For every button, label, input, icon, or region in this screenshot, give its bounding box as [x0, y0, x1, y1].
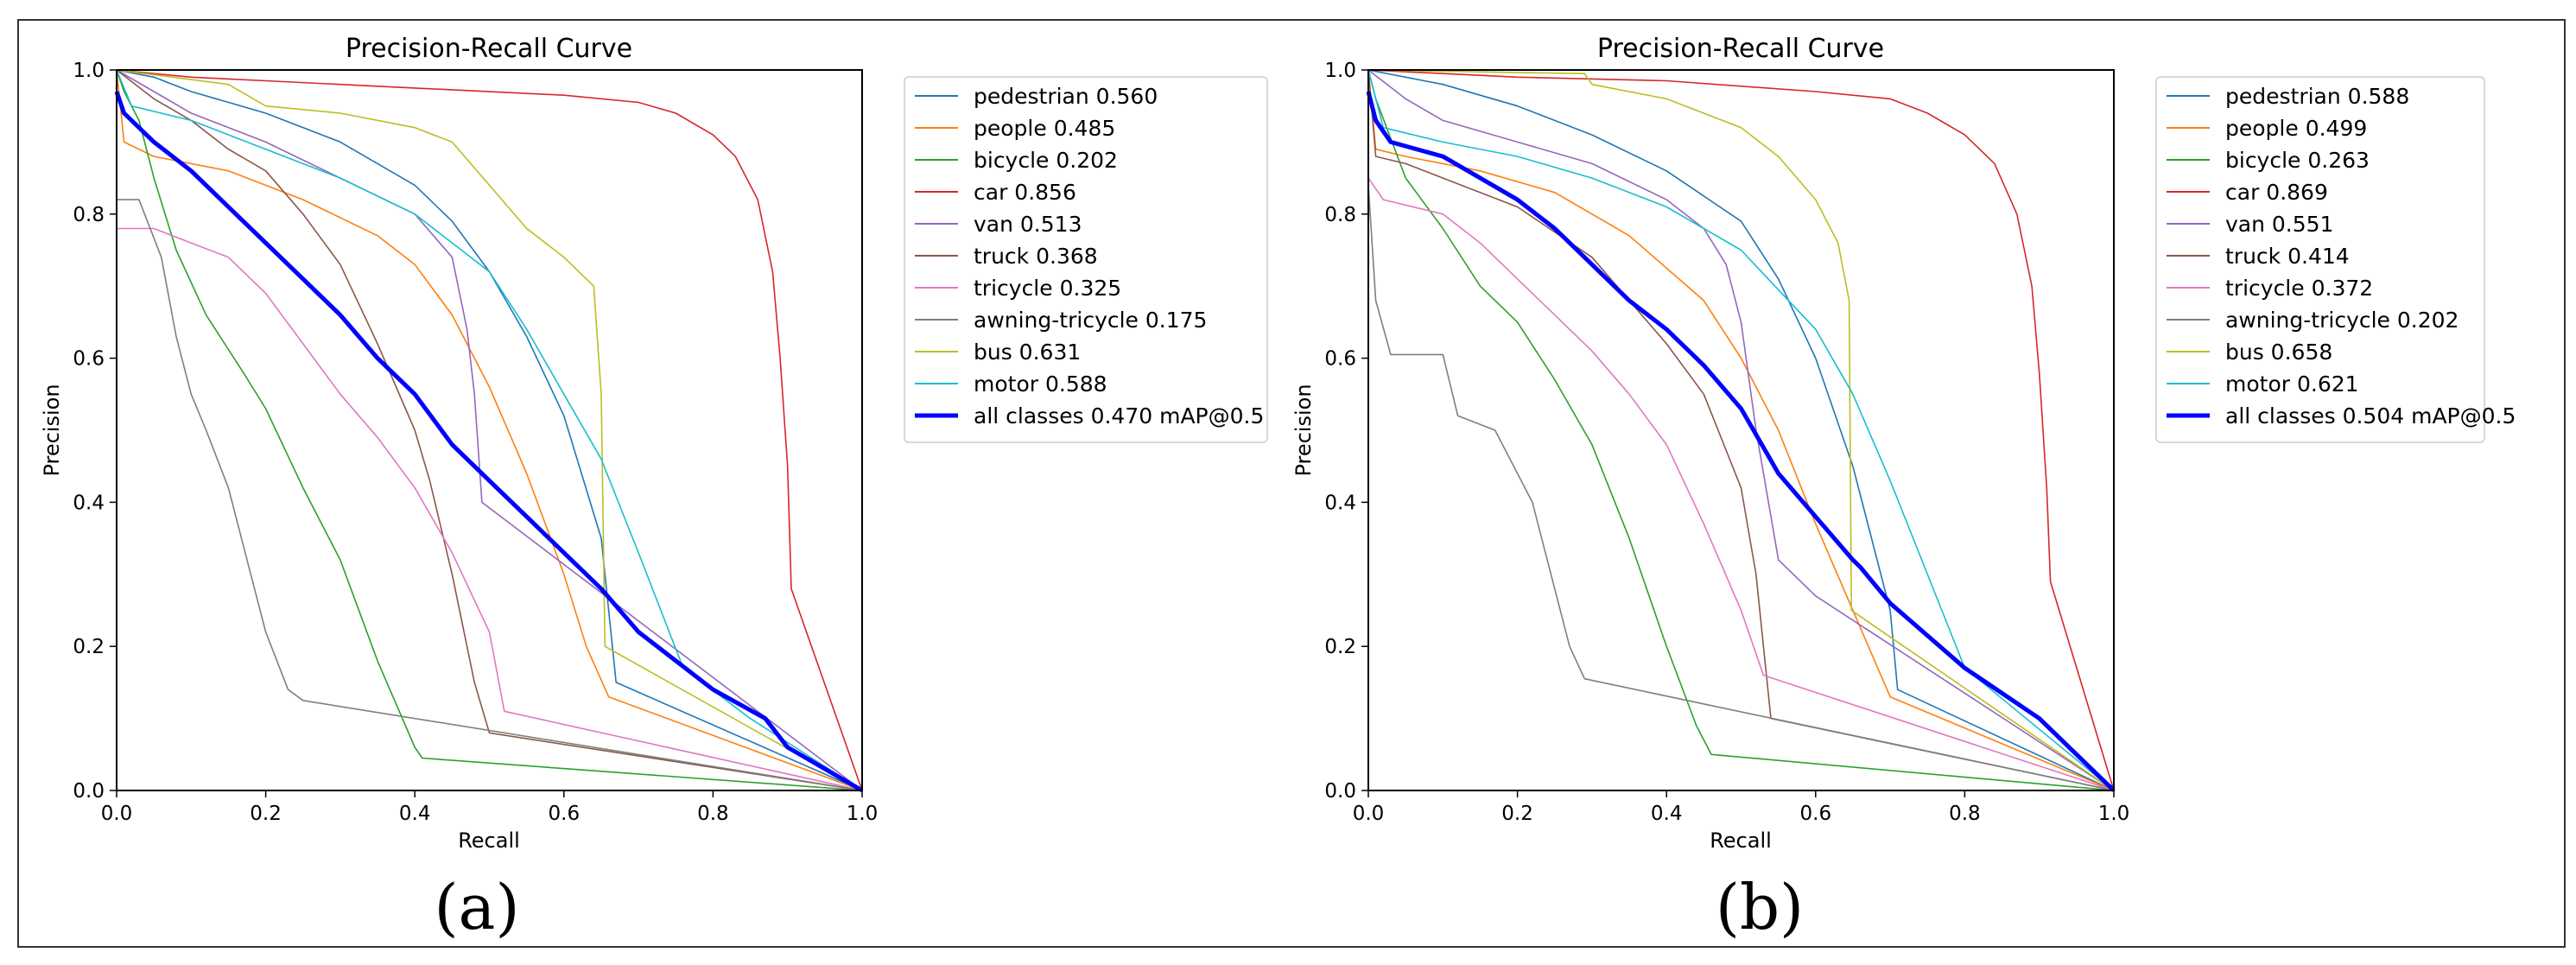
series-line-8	[116, 69, 863, 791]
x-tick-label: 0.4	[1651, 803, 1683, 825]
series-line-3	[116, 69, 863, 791]
legend-label: bicycle 0.202	[974, 148, 1118, 173]
series-line-10	[114, 91, 864, 793]
series-line-6	[1367, 177, 2115, 791]
x-tick-label: 0.0	[101, 803, 133, 825]
legend-label: bicycle 0.263	[2225, 148, 2370, 173]
legend-label: bus 0.658	[2225, 340, 2332, 365]
x-tick-label: 0.8	[1949, 803, 1981, 825]
chart-b-ylabel: Precision	[1291, 384, 1316, 476]
series-line-9	[1367, 69, 2115, 791]
series-line-10	[1366, 91, 2116, 792]
chart-b-xlabel: Recall	[1710, 829, 1772, 853]
x-tick-label: 0.0	[1353, 803, 1385, 825]
series-line-1	[1367, 69, 2115, 791]
chart-a: Precision-Recall Curve 0.0 0.2 0.4 0.6 0.8 1.…	[40, 34, 1268, 943]
series-line-8	[1367, 69, 2115, 791]
series-line-5	[116, 69, 863, 791]
y-tick-label: 0.8	[73, 204, 105, 226]
x-tick-label: 0.8	[697, 803, 729, 825]
y-tick-label: 0.6	[1324, 348, 1356, 371]
y-tick-label: 0.4	[1324, 492, 1356, 514]
series-line-0	[116, 69, 863, 791]
legend-box	[904, 76, 1268, 443]
figure-frame	[17, 19, 2566, 948]
series-line-2	[1367, 69, 2115, 791]
chart-b-legend: pedestrian 0.588 people 0.499 bicycle 0.26…	[2155, 76, 2516, 443]
y-tick-label: 0.8	[1324, 204, 1356, 226]
y-tick-label: 1.0	[1324, 60, 1356, 82]
legend-label: tricycle 0.372	[2225, 276, 2373, 301]
series-line-7	[1367, 185, 2115, 791]
x-tick-label: 0.2	[1501, 803, 1533, 825]
x-tick-label: 1.0	[2098, 803, 2130, 825]
x-tick-label: 1.0	[847, 803, 879, 825]
legend-box	[2155, 76, 2485, 443]
chart-b: Precision-Recall Curve 0.0 0.2 0.4 0.6 0.8 1.…	[1291, 34, 2516, 943]
legend-label: car 0.856	[974, 180, 1076, 205]
legend-label: all classes 0.470 mAP@0.5	[974, 403, 1264, 429]
legend-label: people 0.499	[2225, 116, 2367, 141]
chart-a-plot-area	[116, 69, 863, 791]
x-tick-label: 0.4	[399, 803, 431, 825]
chart-a-caption: (a)	[434, 871, 519, 943]
legend-label: awning-tricycle 0.202	[2225, 308, 2459, 333]
legend-label: truck 0.414	[2225, 244, 2350, 269]
chart-a-legend: pedestrian 0.560 people 0.485 bicycle 0.20…	[904, 76, 1268, 443]
y-tick-label: 1.0	[73, 60, 105, 82]
chart-a-series-lines	[114, 69, 864, 793]
chart-a-ylabel: Precision	[40, 384, 64, 476]
chart-b-title: Precision-Recall Curve	[1597, 34, 1884, 64]
legend-label: van 0.551	[2225, 212, 2333, 237]
series-line-7	[117, 199, 863, 791]
legend-label: people 0.485	[974, 116, 1115, 141]
legend-label: pedestrian 0.588	[2225, 84, 2409, 109]
legend-label: awning-tricycle 0.175	[974, 308, 1207, 333]
chart-b-ticks: 0.0 0.2 0.4 0.6 0.8 1.0 0.0 0.2 0.4 0.6 0.8 1.0	[1324, 60, 2129, 825]
legend-label: truck 0.368	[974, 244, 1098, 269]
series-line-6	[117, 227, 863, 791]
x-tick-label: 0.6	[549, 803, 581, 825]
chart-a-plot-border	[116, 69, 863, 791]
chart-a-ticks: 0.0 0.2 0.4 0.6 0.8 1.0 0.0 0.2 0.4 0.6 0.8 1.0	[73, 60, 878, 825]
legend-label: tricycle 0.325	[974, 276, 1121, 301]
y-tick-label: 0.2	[73, 636, 105, 658]
legend-label: motor 0.588	[974, 371, 1107, 397]
chart-b-plot-area	[1367, 69, 2115, 791]
legend-label: van 0.513	[974, 212, 1082, 237]
legend-label: car 0.869	[2225, 180, 2328, 205]
legend-label: bus 0.631	[974, 340, 1081, 365]
chart-b-caption: (b)	[1716, 871, 1804, 943]
series-line-1	[116, 69, 863, 791]
series-line-0	[1367, 69, 2115, 791]
chart-b-plot-border	[1367, 69, 2115, 791]
series-line-9	[116, 69, 863, 791]
y-tick-label: 0.6	[73, 348, 105, 371]
series-line-3	[1367, 69, 2115, 791]
y-tick-label: 0.0	[1324, 780, 1356, 803]
y-tick-label: 0.0	[73, 780, 105, 803]
legend-label: pedestrian 0.560	[974, 84, 1158, 109]
chart-a-title: Precision-Recall Curve	[346, 34, 632, 64]
x-tick-label: 0.6	[1800, 803, 1832, 825]
legend-label: motor 0.621	[2225, 371, 2359, 397]
x-tick-label: 0.2	[250, 803, 282, 825]
y-tick-label: 0.2	[1324, 636, 1356, 658]
chart-b-series-lines	[1366, 69, 2116, 792]
chart-a-xlabel: Recall	[458, 829, 520, 853]
y-tick-label: 0.4	[73, 492, 105, 514]
legend-label: all classes 0.504 mAP@0.5	[2225, 403, 2516, 429]
